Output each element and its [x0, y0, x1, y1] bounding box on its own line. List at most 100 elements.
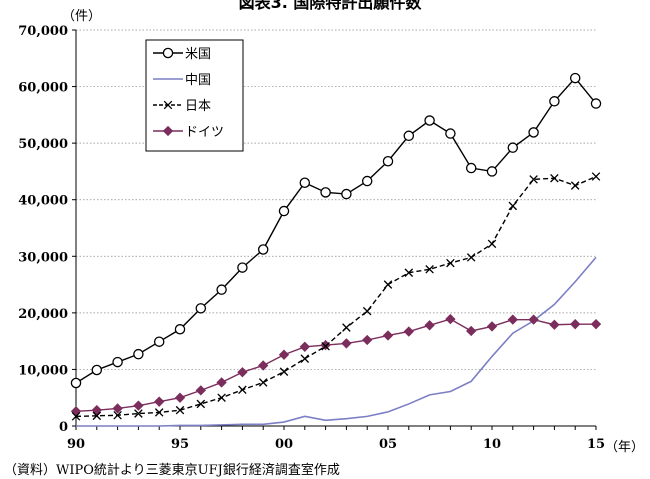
legend-label: ドイツ [185, 125, 224, 140]
data-point [163, 100, 173, 110]
series-2 [71, 172, 601, 421]
series-3 [70, 313, 602, 417]
data-point [446, 258, 455, 268]
data-point [70, 377, 82, 389]
data-point [507, 314, 518, 325]
data-point [508, 201, 518, 211]
data-point [569, 72, 581, 84]
x-tick-label: 00 [275, 437, 293, 452]
y-tick-label: 50,000 [18, 137, 68, 152]
y-unit-label: （件） [62, 9, 101, 24]
data-point [590, 319, 602, 330]
y-tick-label: 0 [59, 420, 68, 435]
x-tick-label: 10 [483, 437, 501, 452]
y-tick-label: 60,000 [18, 81, 68, 96]
data-point [71, 412, 81, 421]
data-point [154, 408, 164, 417]
legend-label: 日本 [185, 99, 211, 114]
x-tick-label: 95 [171, 437, 189, 452]
data-point [466, 253, 476, 262]
x-tick-label: 15 [587, 437, 605, 452]
data-point [216, 377, 227, 388]
data-point [175, 405, 185, 415]
y-tick-label: 40,000 [18, 194, 68, 209]
data-point [195, 303, 207, 314]
data-point [278, 205, 290, 217]
y-tick-label: 10,000 [18, 363, 68, 378]
data-point [445, 313, 456, 325]
data-point [92, 411, 102, 421]
data-point [112, 403, 123, 414]
data-point [590, 98, 602, 109]
data-point [300, 354, 310, 363]
legend-box [145, 39, 244, 152]
data-point [361, 175, 373, 187]
y-tick-label: 30,000 [18, 250, 68, 265]
legend-label: 中国 [185, 73, 211, 88]
data-point [174, 392, 186, 403]
data-point [154, 396, 165, 407]
source-note: （資料）WIPO統計より三菱東京UFJ銀行経済調査室作成 [4, 462, 340, 478]
data-point [424, 320, 435, 331]
data-point [341, 338, 352, 349]
y-tick-label: 20,000 [18, 307, 68, 322]
x-tick-label: 90 [67, 437, 85, 452]
data-point [341, 188, 352, 200]
data-point [549, 319, 560, 330]
data-point [196, 399, 206, 409]
data-point [424, 115, 435, 126]
data-point [162, 125, 174, 137]
data-point [382, 330, 394, 341]
data-point [529, 175, 538, 184]
data-point [486, 166, 498, 177]
x-axis: 90 95 00 05 10 15 [67, 425, 605, 452]
chart-title: 図表3. 国際特許出願件数 [239, 0, 423, 12]
x-tick-label: 05 [379, 437, 397, 452]
data-point [237, 262, 248, 273]
data-point [238, 385, 247, 395]
data-point [425, 265, 434, 274]
series-1 [76, 256, 597, 427]
data-point [113, 410, 122, 420]
data-point [174, 324, 186, 335]
data-point [153, 336, 165, 347]
data-point [507, 142, 519, 153]
data-point [134, 409, 143, 418]
series-lines [70, 72, 602, 427]
data-point [445, 128, 456, 139]
data-point [404, 268, 414, 277]
data-point [258, 360, 269, 371]
data-point [570, 319, 581, 330]
data-point [550, 173, 559, 183]
data-point [112, 356, 123, 368]
data-point [299, 341, 310, 352]
data-point [237, 367, 248, 378]
data-point [216, 284, 227, 295]
data-point [299, 177, 311, 188]
y-axis: 0 10,000 20,000 30,000 40,000 50,000 60,000 70,… [18, 24, 77, 435]
legend-label: 米国 [185, 47, 211, 62]
data-point [70, 406, 82, 417]
series-line [75, 318, 596, 412]
data-point [342, 323, 351, 332]
data-point [466, 325, 477, 337]
data-point [217, 393, 226, 402]
data-point [91, 404, 102, 416]
data-point [162, 47, 174, 59]
data-point [362, 334, 373, 346]
data-point [487, 239, 497, 249]
gridlines [76, 29, 596, 370]
y-tick-label: 70,000 [18, 24, 68, 39]
data-point [195, 385, 206, 396]
data-point [403, 130, 415, 142]
data-point [279, 367, 289, 376]
data-point [91, 364, 103, 376]
data-point [320, 187, 331, 198]
data-point [383, 280, 393, 289]
series-0 [70, 72, 602, 389]
data-point [403, 326, 414, 337]
data-point [528, 314, 539, 325]
data-point [257, 244, 269, 255]
data-point [570, 181, 580, 190]
